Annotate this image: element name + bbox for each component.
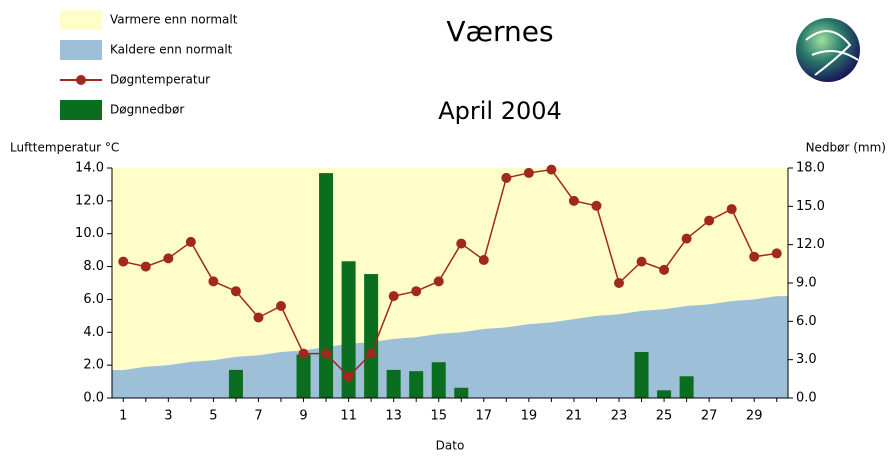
logo [796, 18, 860, 82]
bar [364, 274, 379, 398]
line-point [523, 167, 534, 178]
line-point [118, 256, 129, 267]
y-tick-label: 2.0 [83, 358, 104, 373]
y-tick-label: 14.0 [75, 161, 104, 176]
bar [386, 369, 401, 398]
area [112, 296, 788, 398]
x-tick-label: 1 [119, 409, 127, 424]
x-tick-label: 3 [164, 409, 172, 424]
y2-tick-label: 6.0 [796, 314, 817, 329]
line-point [433, 276, 444, 287]
line-point [163, 253, 174, 264]
chart-title: Værnes [446, 15, 553, 48]
x-tick-label: 13 [385, 409, 402, 424]
legend-swatch [76, 75, 86, 85]
line-point [276, 301, 286, 311]
line-point [208, 276, 219, 287]
chart-subtitle: April 2004 [438, 97, 562, 125]
y2-tick-label: 9.0 [796, 276, 817, 291]
x-tick-label: 29 [746, 409, 763, 424]
legend-label: Kaldere enn normalt [110, 43, 233, 57]
x-tick-label: 21 [566, 409, 583, 424]
line-point [771, 248, 782, 259]
y2-tick-label: 18.0 [796, 161, 825, 176]
bar [319, 173, 334, 398]
x-tick-label: 15 [430, 409, 447, 424]
line-point [636, 256, 647, 267]
y-tick-label: 6.0 [83, 292, 104, 307]
line-point [411, 286, 422, 297]
y-tick-label: 10.0 [75, 226, 104, 241]
legend-swatch [60, 100, 102, 120]
line-point [230, 286, 241, 297]
y-tick-label: 0.0 [83, 391, 104, 406]
line-point [140, 261, 151, 272]
y-axis-label: Lufttemperatur °C [10, 141, 119, 155]
bar [454, 387, 469, 398]
y2-axis-label: Nedbør (mm) [806, 141, 886, 155]
bar [634, 352, 649, 398]
legend-swatch [60, 10, 102, 30]
legend-label: Varmere enn normalt [110, 13, 238, 27]
line-point [681, 233, 692, 244]
x-tick-label: 7 [254, 409, 262, 424]
line-point [501, 172, 512, 183]
line-point [568, 195, 579, 206]
line-point [614, 278, 624, 288]
x-tick-label: 5 [209, 409, 217, 424]
line-point [478, 255, 489, 265]
x-tick-label: 11 [340, 409, 357, 424]
bar [431, 362, 446, 398]
bar [296, 354, 311, 398]
legend-label: Døgntemperatur [110, 73, 210, 87]
line-point [591, 200, 602, 211]
line-point [253, 312, 264, 323]
line-point [298, 348, 309, 359]
bar [341, 261, 356, 398]
y2-tick-label: 0.0 [796, 391, 817, 406]
y2-tick-label: 12.0 [796, 237, 825, 252]
y-tick-label: 8.0 [83, 259, 104, 274]
bar [657, 390, 672, 398]
line-point [704, 215, 715, 226]
y2-tick-label: 3.0 [796, 352, 817, 367]
line-point [321, 348, 332, 359]
line-point [749, 251, 760, 262]
line-point [366, 348, 377, 359]
line-point [659, 264, 670, 275]
line-point [456, 238, 467, 249]
x-tick-label: 23 [611, 409, 628, 424]
bar [409, 371, 424, 398]
line-point [546, 164, 557, 175]
bar [228, 369, 243, 398]
line-point [343, 371, 354, 382]
x-axis-label: Dato [436, 439, 465, 453]
x-tick-label: 27 [701, 409, 718, 424]
legend-swatch [60, 40, 102, 60]
x-tick-label: 25 [656, 409, 673, 424]
x-tick-label: 9 [299, 409, 307, 424]
line-point [726, 204, 737, 215]
y-tick-label: 4.0 [83, 325, 104, 340]
y-tick-label: 12.0 [75, 193, 104, 208]
y2-tick-label: 15.0 [796, 199, 825, 214]
bar [679, 376, 694, 398]
legend-label: Døgnnedbør [110, 103, 184, 117]
x-tick-label: 19 [521, 409, 538, 424]
line-point [185, 236, 196, 247]
x-tick-label: 17 [476, 409, 493, 424]
line-point [388, 291, 399, 302]
